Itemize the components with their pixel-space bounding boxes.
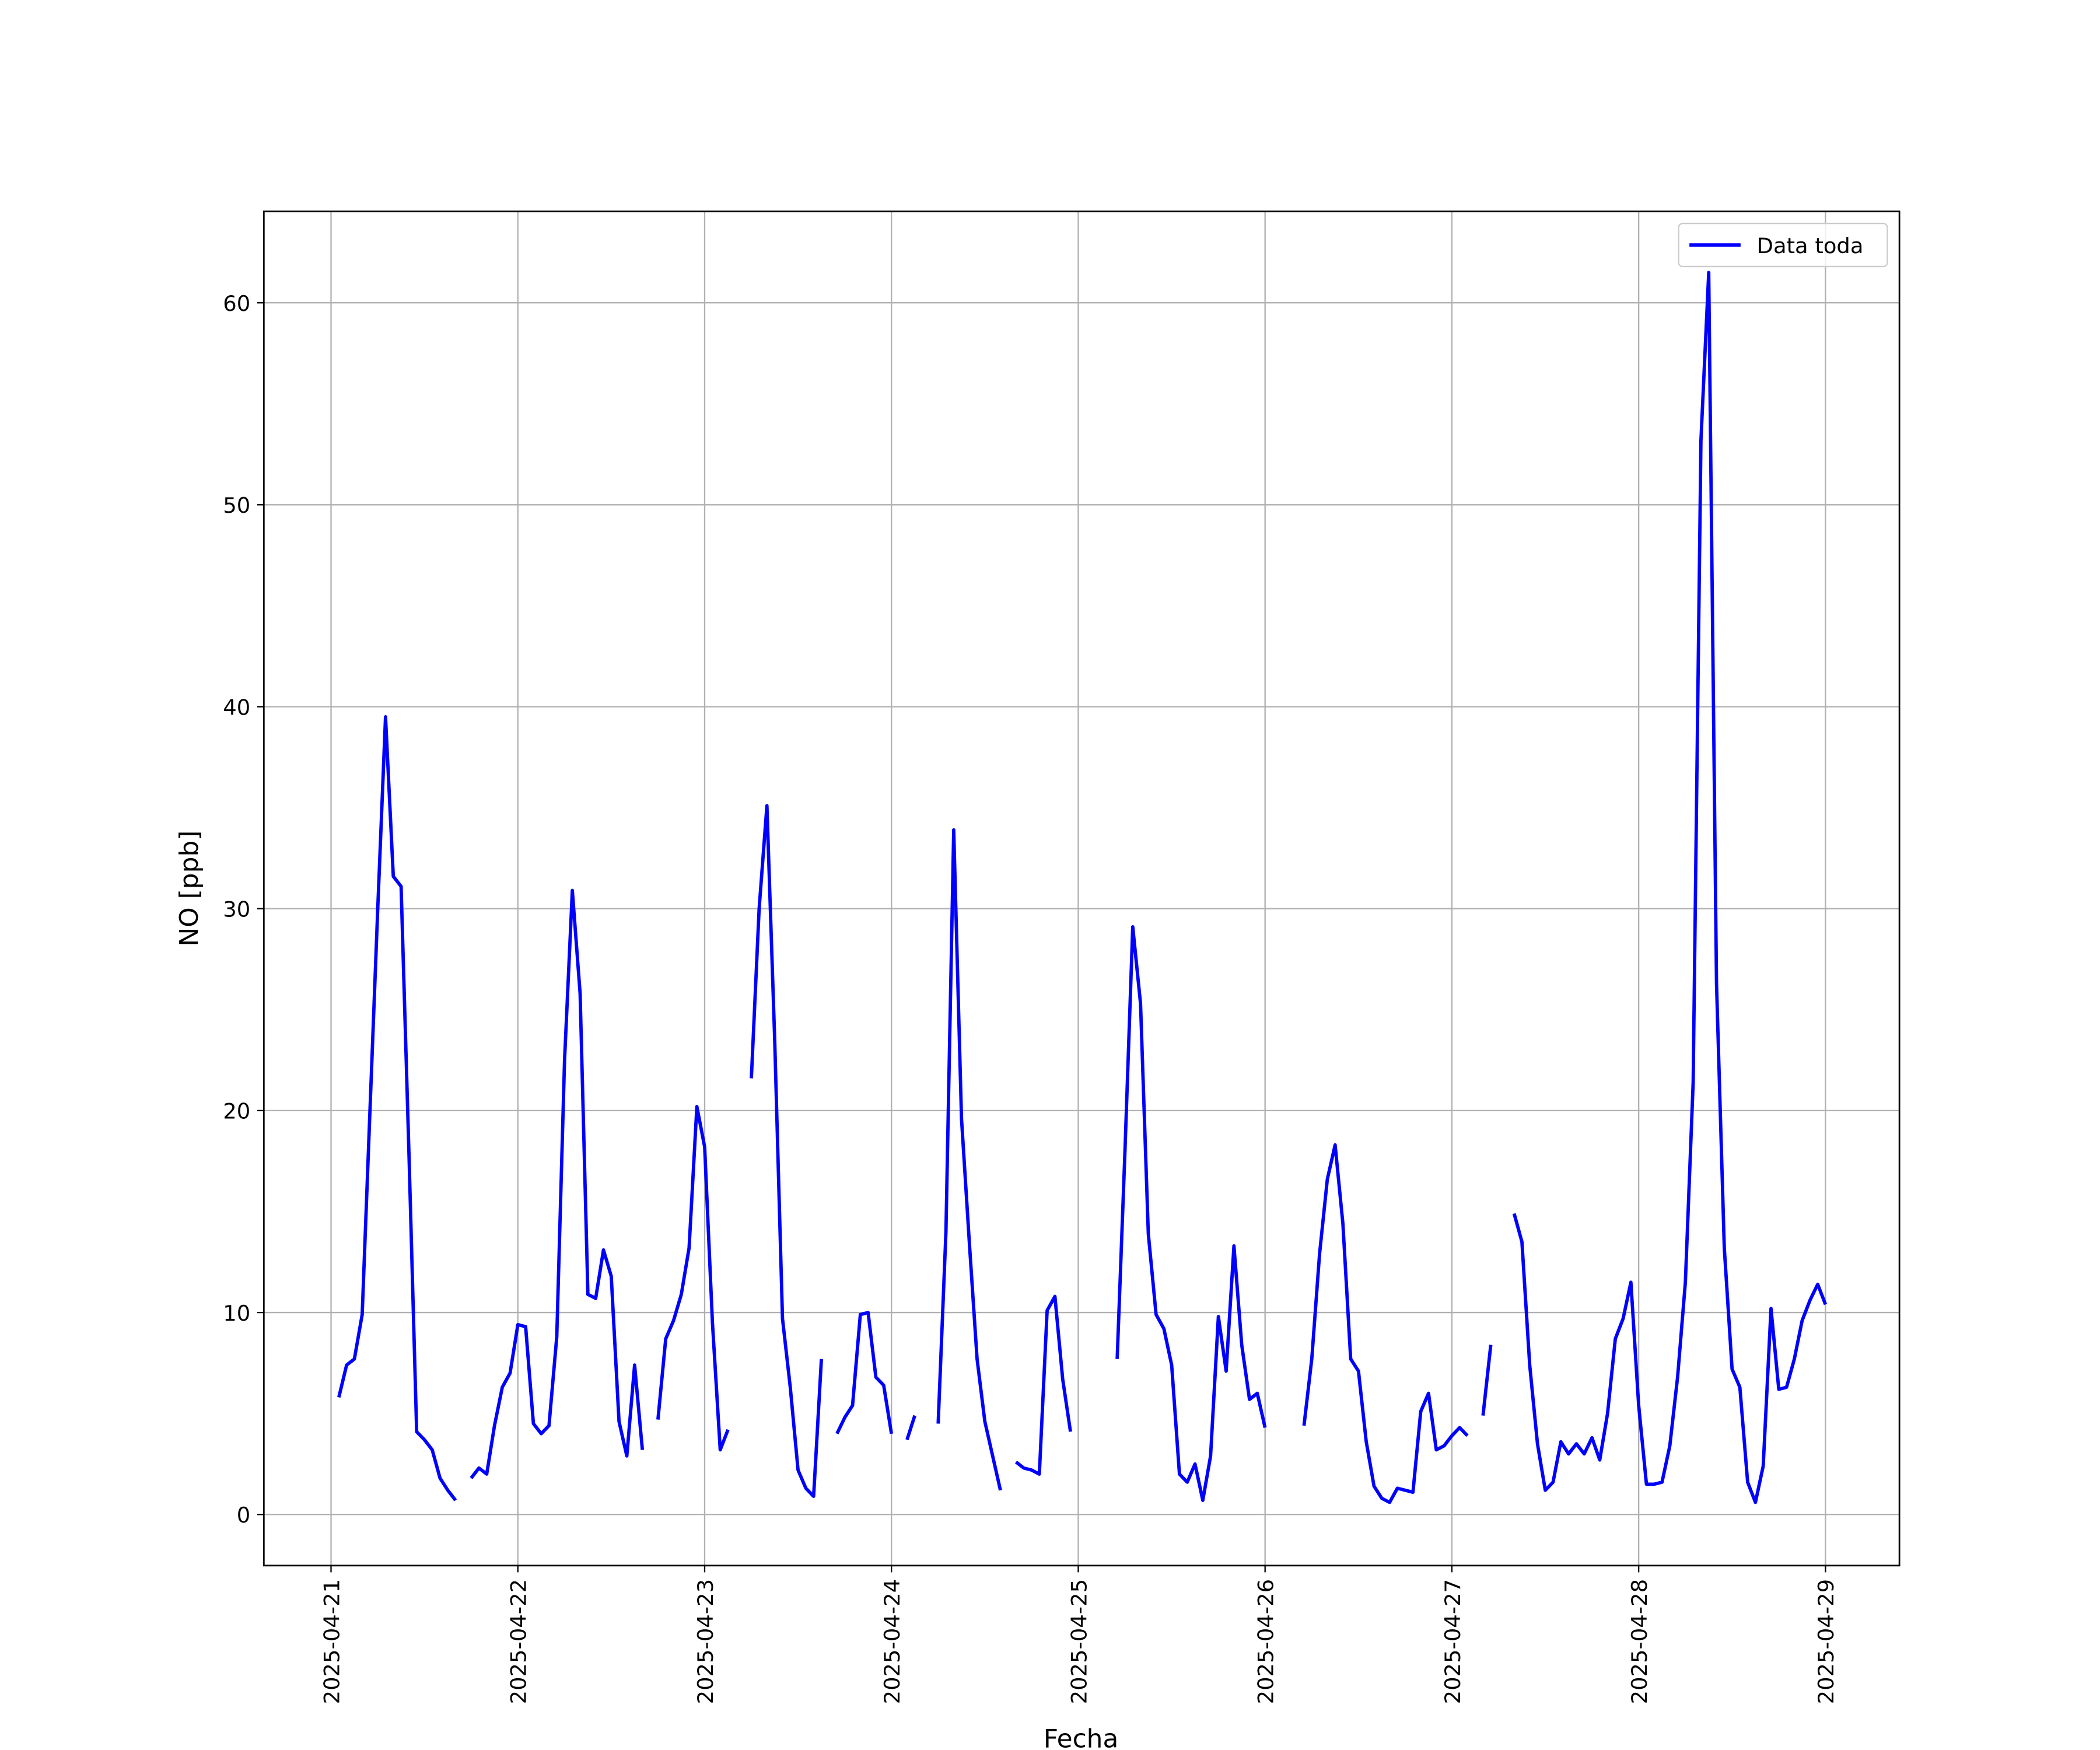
x-tick-label: 2025-04-29	[1814, 1579, 1839, 1704]
y-tick-label: 50	[223, 493, 250, 518]
x-tick-label: 2025-04-28	[1627, 1579, 1652, 1704]
x-tick-label: 2025-04-22	[506, 1579, 531, 1704]
x-tick-label: 2025-04-25	[1066, 1579, 1091, 1704]
y-tick-label: 10	[223, 1301, 250, 1326]
y-axis-label: NO [ppb]	[174, 831, 204, 947]
plot-frame	[262, 210, 1901, 1567]
legend-box	[1678, 222, 1888, 268]
legend: Data toda	[1678, 222, 1888, 268]
y-tick-label: 20	[223, 1099, 250, 1124]
y-tick-label: 0	[237, 1503, 250, 1528]
y-tick-label: 30	[223, 897, 250, 922]
x-tick-label: 2025-04-26	[1254, 1579, 1279, 1704]
x-tick-label: 2025-04-27	[1440, 1579, 1465, 1704]
x-axis-label: Fecha	[1044, 1724, 1119, 1750]
y-tick-label: 40	[223, 695, 250, 720]
y-tick-label: 60	[223, 291, 250, 316]
x-tick-label: 2025-04-23	[693, 1579, 718, 1704]
x-tick-label: 2025-04-21	[319, 1579, 344, 1704]
x-tick-label: 2025-04-24	[880, 1579, 905, 1704]
legend-label: Data toda	[1757, 233, 1864, 258]
data-line	[337, 271, 1828, 1504]
